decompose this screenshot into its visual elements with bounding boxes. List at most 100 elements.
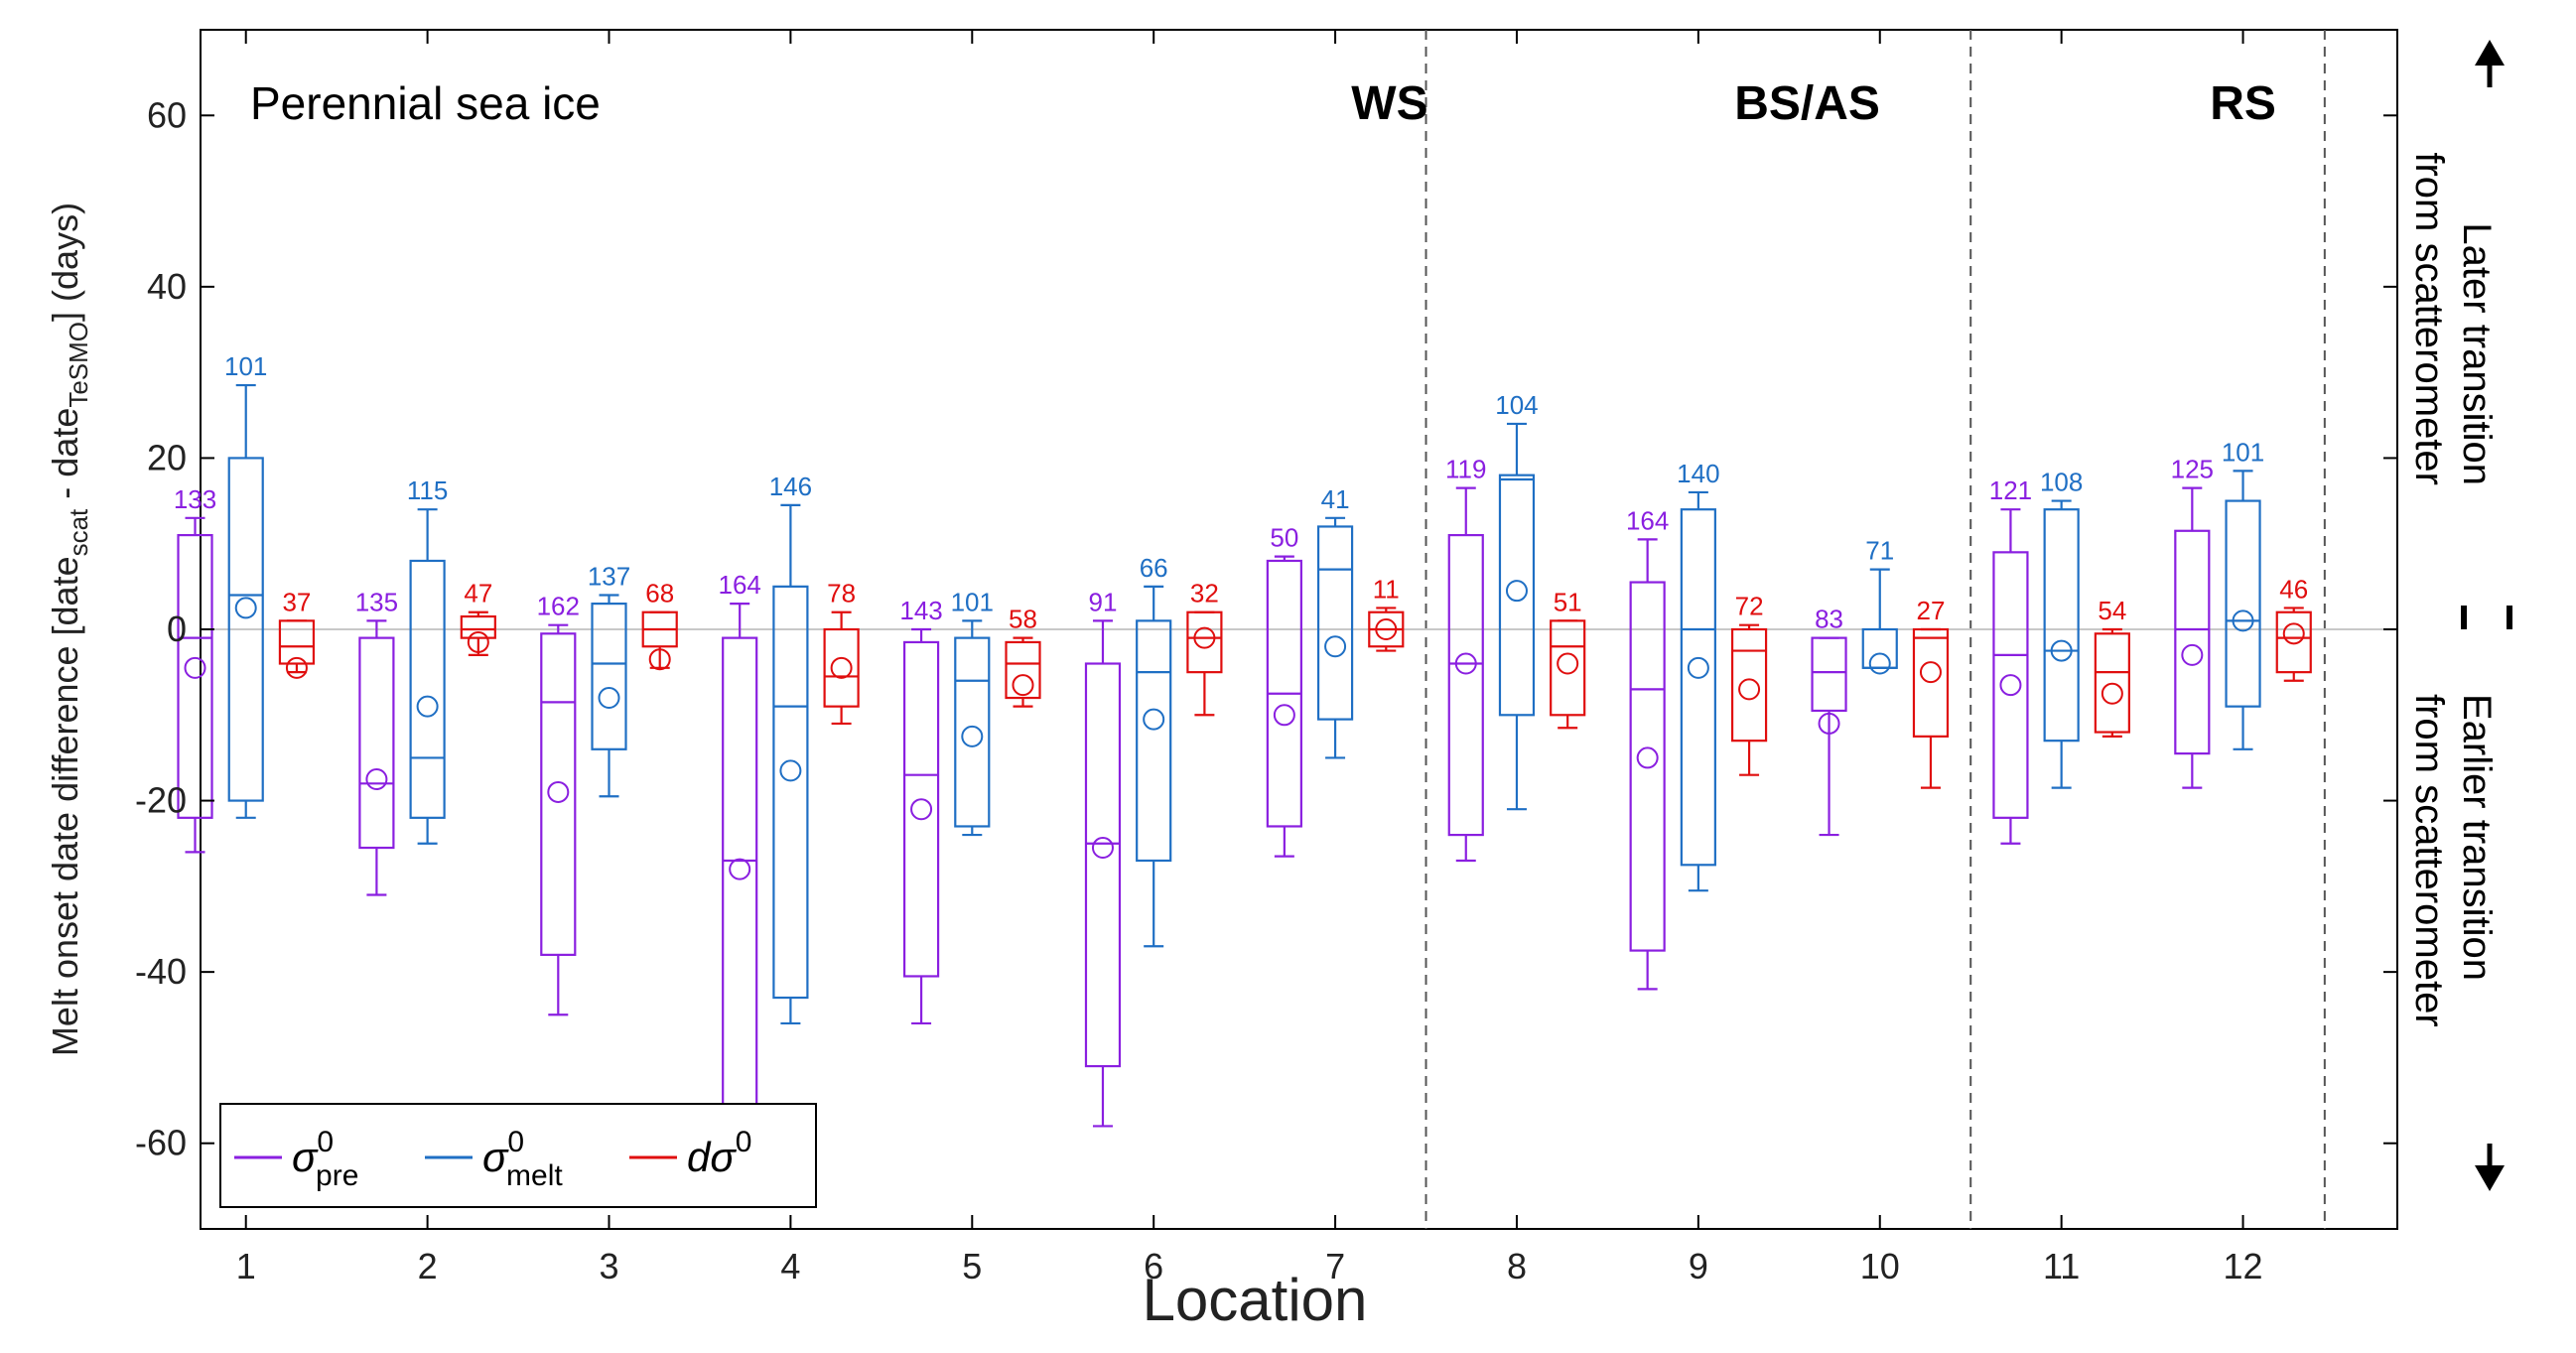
- iqr-box: [278, 619, 316, 665]
- sample-count-label: 72: [1735, 592, 1764, 621]
- x-tick-label: 10: [1860, 1246, 1900, 1286]
- legend-label-series1: σ0 pre: [292, 1126, 358, 1192]
- sample-count-label: 164: [1626, 505, 1669, 535]
- sample-count-label: 83: [1815, 605, 1843, 634]
- sample-count-label: 32: [1190, 579, 1219, 609]
- iqr-box: [1550, 619, 1586, 717]
- sample-count-label: 164: [718, 570, 760, 600]
- mean-marker: [1636, 746, 1659, 769]
- region-label-ws: WS: [1351, 77, 1427, 130]
- sample-count-label: 58: [1009, 605, 1037, 634]
- annotation-earlier-transition: Earlier transition from scatterometer: [2407, 694, 2499, 1027]
- box-loc7-series2: 41: [1316, 484, 1354, 759]
- y-axis-label: Melt onset date difference [datescat - d…: [45, 203, 93, 1056]
- sample-count-label: 50: [1270, 523, 1298, 553]
- x-tick-label: 1: [236, 1246, 256, 1286]
- box-loc3-series1: 162: [537, 592, 580, 1016]
- mean-marker: [547, 780, 570, 803]
- iqr-box: [1629, 581, 1666, 952]
- iqr-box: [591, 603, 627, 750]
- mean-marker: [234, 597, 257, 619]
- iqr-box: [1447, 533, 1484, 837]
- box-loc4-series3: 78: [823, 579, 860, 726]
- x-tick-label: 4: [780, 1246, 800, 1286]
- sample-count-label: 146: [769, 472, 812, 501]
- sample-count-label: 46: [2279, 574, 2308, 604]
- mean-marker: [598, 687, 620, 710]
- annotation-later-transition: Later transition from scatterometer: [2407, 152, 2499, 485]
- box-loc1-series1: 133: [174, 484, 216, 854]
- iqr-box: [2174, 529, 2211, 755]
- mean-marker: [1012, 674, 1034, 697]
- mean-marker: [1919, 661, 1942, 684]
- sample-count-label: 47: [464, 579, 492, 609]
- box-loc8-series3: 51: [1550, 587, 1586, 730]
- box-loc9-series1: 164: [1626, 505, 1669, 991]
- mean-marker: [1193, 626, 1216, 649]
- sample-count-label: 135: [355, 587, 398, 616]
- sample-count-label: 101: [224, 351, 267, 381]
- x-tick-label: 8: [1507, 1246, 1527, 1286]
- iqr-box: [1680, 508, 1716, 867]
- iqr-box: [358, 636, 395, 850]
- mean-marker: [1273, 704, 1295, 727]
- sample-count-label: 143: [899, 596, 942, 625]
- box-loc7-series1: 50: [1266, 523, 1302, 858]
- box-loc2-series3: 47: [460, 579, 496, 656]
- box-loc10-series3: 27: [1912, 596, 1950, 789]
- x-tick-label: 11: [2043, 1246, 2080, 1286]
- box-loc3-series2: 137: [588, 561, 630, 798]
- sample-count-label: 137: [588, 561, 630, 591]
- iqr-box: [772, 585, 809, 1000]
- sample-count-label: 125: [2171, 455, 2214, 484]
- box-loc2-series1: 135: [355, 587, 398, 896]
- iqr-box: [1861, 627, 1898, 669]
- box-loc5-series3: 58: [1005, 605, 1041, 708]
- annotation-arrow-up: [2475, 40, 2505, 87]
- sample-count-label: 51: [1554, 587, 1582, 616]
- iqr-box: [409, 559, 446, 819]
- x-tick-label: 7: [1325, 1246, 1345, 1286]
- x-tick-label: 3: [599, 1246, 618, 1286]
- box-loc6-series1: 91: [1084, 587, 1122, 1128]
- iqr-box: [227, 457, 264, 802]
- mean-marker: [1818, 712, 1840, 735]
- iqr-box: [1912, 627, 1950, 738]
- iqr-box: [1498, 474, 1536, 717]
- box-loc10-series1: 83: [1811, 605, 1847, 837]
- mean-marker: [285, 656, 308, 679]
- box-loc11-series2: 108: [2040, 468, 2083, 789]
- y-tick-label: 20: [147, 437, 187, 477]
- mean-marker: [1999, 674, 2022, 697]
- annotation-later-line1: Later transition: [2455, 222, 2499, 485]
- legend-label-series2: σ0 melt: [482, 1126, 563, 1192]
- box-loc11-series3: 54: [2094, 596, 2130, 738]
- mean-marker: [961, 725, 984, 747]
- box-loc8-series2: 104: [1495, 390, 1539, 811]
- region-label-bsas: BS/AS: [1734, 77, 1880, 130]
- box-loc3-series3: 68: [641, 579, 678, 671]
- box-loc5-series2: 101: [951, 587, 994, 837]
- mean-marker: [1324, 635, 1347, 658]
- sample-count-label: 133: [174, 484, 216, 514]
- sample-count-label: 71: [1865, 536, 1894, 566]
- mean-marker: [2050, 639, 2073, 662]
- iqr-box: [1811, 636, 1847, 713]
- x-tick-label: 2: [418, 1246, 438, 1286]
- sample-count-label: 91: [1089, 587, 1118, 616]
- box-loc10-series2: 71: [1861, 536, 1898, 675]
- mean-marker: [467, 630, 489, 653]
- box-loc1-series3: 37: [278, 587, 316, 679]
- mean-marker: [1738, 678, 1761, 701]
- iqr-box: [1084, 662, 1122, 1068]
- box-loc4-series1: 164: [718, 570, 761, 1128]
- mean-marker: [1454, 652, 1477, 675]
- y-tick-label: 40: [147, 266, 187, 307]
- iqr-box: [823, 627, 860, 708]
- x-tick-label: 6: [1144, 1246, 1163, 1286]
- iqr-box: [1186, 610, 1223, 674]
- mean-marker: [184, 656, 206, 679]
- box-loc9-series2: 140: [1677, 459, 1720, 892]
- box-loc9-series3: 72: [1730, 592, 1768, 776]
